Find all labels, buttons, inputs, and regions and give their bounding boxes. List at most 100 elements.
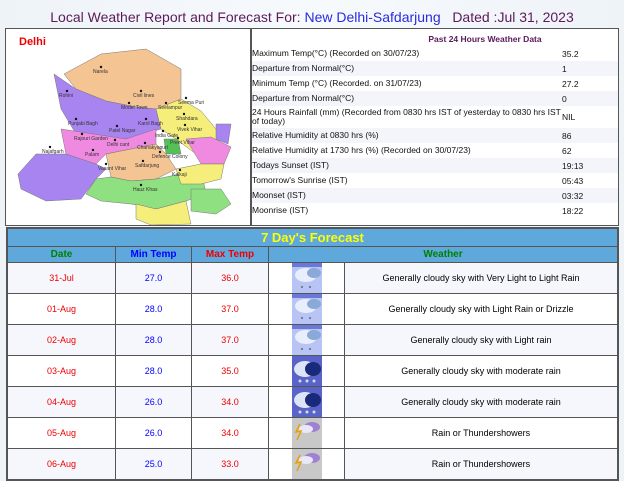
forecast-min-temp: 26.0 xyxy=(116,418,191,448)
forecast-min-temp: 28.0 xyxy=(116,356,191,386)
report-panel: Delhi Narela Rohini Civil lines Model Town S… xyxy=(5,28,619,226)
past-data-row: Departure from Normal(°C) 0 xyxy=(252,91,618,106)
forecast-date: 31-Jul xyxy=(8,263,115,293)
district-marker-icon xyxy=(144,117,148,121)
past-value: 1 xyxy=(562,63,567,74)
past-label: Moonset (IST) xyxy=(252,190,306,200)
forecast-max-temp: 37.0 xyxy=(192,294,268,324)
past-data-row: Moonrise (IST) 18:22 xyxy=(252,203,618,218)
forecast-weather: Rain or Thundershowers xyxy=(345,418,617,448)
forecast-weather: Generally cloudy sky with Light rain xyxy=(345,325,617,355)
district-marker-icon xyxy=(183,123,187,127)
forecast-row: 05-Aug 26.0 34.0 Rain or Thundershowers xyxy=(8,418,617,448)
past-value: 62 xyxy=(562,145,572,156)
district-marker-icon xyxy=(127,101,131,105)
moderate-rain-icon xyxy=(292,356,322,386)
past-label: 24 Hours Rainfall (mm) (Recorded from 08… xyxy=(252,107,561,126)
forecast-row: 04-Aug 26.0 34.0 Generally cloudy sky wi… xyxy=(8,387,617,417)
district-label: Vasant Vihar xyxy=(98,166,127,172)
past-data-row: Minimum Temp (°C) (Recorded. on 31/07/23… xyxy=(252,76,618,91)
district-marker-icon xyxy=(178,168,182,172)
forecast-min-temp: 28.0 xyxy=(116,325,191,355)
dated: Dated :Jul 31, 2023 xyxy=(452,9,574,25)
district-marker-icon xyxy=(176,136,180,140)
forecast-max-temp: 37.0 xyxy=(192,325,268,355)
past-value: 18:22 xyxy=(562,205,584,216)
district-label: Shahdara xyxy=(176,116,198,122)
location: New Delhi-Safdarjung xyxy=(304,9,441,25)
past-24-hours-table: Past 24 Hours Weather Data Maximum Temp(… xyxy=(252,33,618,218)
forecast-max-temp: 34.0 xyxy=(192,387,268,417)
district-label: Hauz Khas xyxy=(133,187,158,193)
forecast-min-temp: 26.0 xyxy=(116,387,191,417)
district-marker-icon xyxy=(139,183,143,187)
forecast-table: 7 Day's Forecast Date Min Temp Max Temp … xyxy=(6,227,619,481)
district-marker-icon xyxy=(65,89,69,93)
district-label: Patel Nagar xyxy=(109,128,136,134)
forecast-date: 03-Aug xyxy=(8,356,115,386)
light-rain-icon xyxy=(292,325,322,355)
past-value: 03:32 xyxy=(562,190,584,201)
past-label: Moonrise (IST) xyxy=(252,205,309,215)
district-marker-icon xyxy=(184,96,188,100)
district-marker-icon xyxy=(99,65,103,69)
past-label: Relative Humidity at 1730 hrs (%) (Recor… xyxy=(252,145,471,155)
district-label: Najafgarh xyxy=(42,149,64,155)
district-label: Delhi cant xyxy=(107,142,130,148)
past-data-row: 24 Hours Rainfall (mm) (Recorded from 08… xyxy=(252,106,618,128)
forecast-row: 03-Aug 28.0 35.0 Generally cloudy sky wi… xyxy=(8,356,617,386)
forecast-weather: Generally cloudy sky with moderate rain xyxy=(345,356,617,386)
col-date: Date xyxy=(8,247,115,262)
forecast-date: 05-Aug xyxy=(8,418,115,448)
forecast-max-temp: 35.0 xyxy=(192,356,268,386)
past-value: 35.2 xyxy=(562,48,579,59)
past-label: Departure from Normal(°C) xyxy=(252,93,355,103)
district-label: Karol Bagh xyxy=(138,121,163,127)
past-value: 86 xyxy=(562,130,572,141)
district-marker-icon xyxy=(182,112,186,116)
district-marker-icon xyxy=(115,124,119,128)
district-label: Kalkaji xyxy=(172,172,187,178)
district-marker-icon xyxy=(48,145,52,149)
forecast-date: 01-Aug xyxy=(8,294,115,324)
forecast-date: 02-Aug xyxy=(8,325,115,355)
district-label: Chanakyapuri xyxy=(137,145,168,151)
forecast-row: 31-Jul 27.0 36.0 Generally cloudy sky wi… xyxy=(8,263,617,293)
thunderstorm-icon xyxy=(292,418,322,448)
forecast-date: 06-Aug xyxy=(8,449,115,479)
past-value: 27.2 xyxy=(562,78,579,89)
forecast-weather: Generally cloudy sky with Light Rain or … xyxy=(345,294,617,324)
district-label: Vivek Vihar xyxy=(177,127,202,133)
past-value: 05:43 xyxy=(562,175,584,186)
past-label: Departure from Normal(°C) xyxy=(252,63,355,73)
forecast-weather: Rain or Thundershowers xyxy=(345,449,617,479)
light-rain-icon xyxy=(292,294,322,324)
district-marker-icon xyxy=(80,132,84,136)
past-data-row: Maximum Temp(°C) (Recorded on 30/07/23) 3… xyxy=(252,46,618,61)
delhi-map: Delhi Narela Rohini Civil lines Model Town S… xyxy=(6,29,252,225)
moderate-rain-icon xyxy=(292,387,322,417)
forecast-weather: Generally cloudy sky with moderate rain xyxy=(345,387,617,417)
forecast-max-temp: 34.0 xyxy=(192,418,268,448)
district-marker-icon xyxy=(158,150,162,154)
past-data-row: Relative Humidity at 1730 hrs (%) (Recor… xyxy=(252,143,618,158)
past-label: Relative Humidity at 0830 hrs (%) xyxy=(252,130,379,140)
col-min-temp: Min Temp xyxy=(116,247,191,262)
past-data-row: Relative Humidity at 0830 hrs (%) 86 xyxy=(252,128,618,143)
forecast-row: 06-Aug 25.0 33.0 Rain or Thundershowers xyxy=(8,449,617,479)
past-data-row: Tomorrow's Sunrise (IST) 05:43 xyxy=(252,173,618,188)
page-title: Local Weather Report and Forecast For: N… xyxy=(50,9,574,25)
past-label: Tomorrow's Sunrise (IST) xyxy=(252,175,348,185)
district-marker-icon xyxy=(164,101,168,105)
past-label: Minimum Temp (°C) (Recorded. on 31/07/23… xyxy=(252,78,422,88)
district-label: Palam xyxy=(85,152,99,158)
district-label: Seema Puri xyxy=(178,100,204,106)
past-value: 19:13 xyxy=(562,160,584,171)
district-label: Safdarjung xyxy=(135,163,159,169)
district-marker-icon xyxy=(161,129,165,133)
past-24-title: Past 24 Hours Weather Data xyxy=(428,34,542,44)
district-marker-icon xyxy=(91,148,95,152)
district-map-image: Narela Rohini Civil lines Model Town Seelamp… xyxy=(17,48,232,225)
district-label: Rohini xyxy=(59,93,73,99)
past-label: Todays Sunset (IST) xyxy=(252,160,330,170)
